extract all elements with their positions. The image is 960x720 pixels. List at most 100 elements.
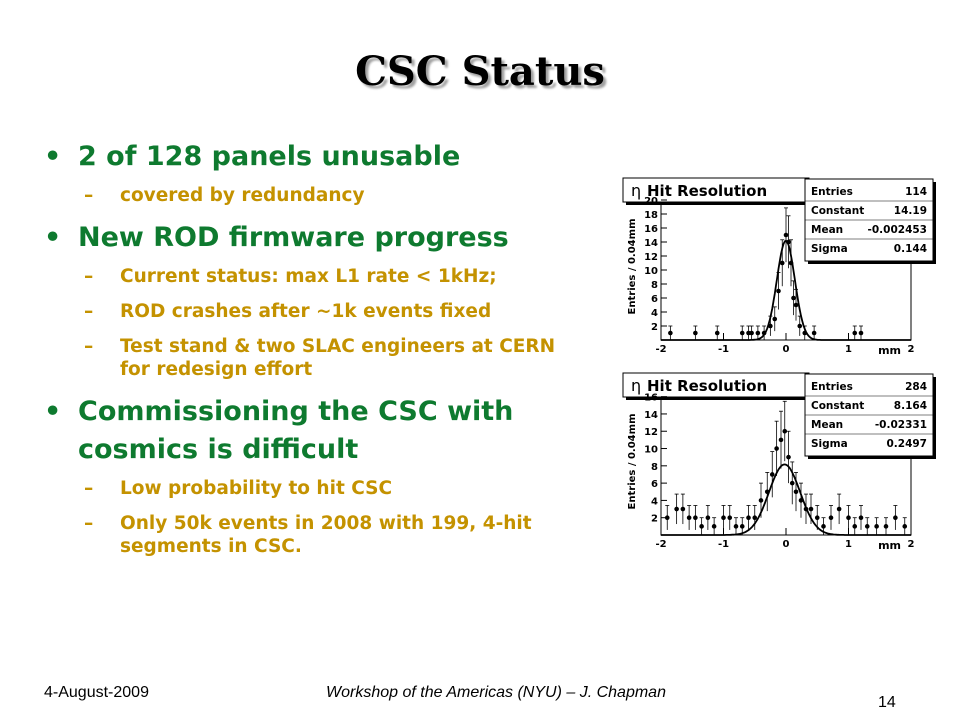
data-point <box>714 330 720 336</box>
sub-bullet-text: Only 50k events in 2008 with 199, 4-hit … <box>120 513 532 557</box>
stats-label: Sigma <box>811 243 848 255</box>
stats-label: Mean <box>811 224 843 236</box>
sub-bullet-item: – Test stand & two SLAC engineers at CER… <box>44 335 580 381</box>
plot-title-shadow <box>626 202 812 205</box>
data-point <box>802 330 808 336</box>
data-point <box>811 330 817 336</box>
data-point <box>693 330 698 336</box>
x-tick-label: -2 <box>655 344 666 355</box>
data-point <box>779 260 785 266</box>
bullet-glyph: • <box>44 396 62 427</box>
x-tick-label: 2 <box>908 539 915 550</box>
data-point <box>852 330 858 336</box>
y-tick-label: 2 <box>651 322 658 333</box>
data-point <box>852 524 858 529</box>
y-tick-label: 10 <box>644 266 658 277</box>
data-point <box>858 330 864 336</box>
bullet-item: • Commissioning the CSC with cosmics is … <box>44 393 598 469</box>
stats-value: 114 <box>905 186 927 198</box>
data-point <box>749 330 754 336</box>
data-point <box>786 454 791 460</box>
y-axis-label: Entries / 0.04mm <box>627 219 638 315</box>
dash-glyph: – <box>84 266 94 287</box>
data-point <box>782 428 788 434</box>
data-point <box>778 437 784 443</box>
data-point <box>727 515 733 521</box>
sub-bullet-text: ROD crashes after ~1k events fixed <box>120 301 492 322</box>
bullet-glyph: • <box>44 222 62 253</box>
x-axis-label: mm <box>878 539 901 550</box>
data-point <box>758 498 764 503</box>
stats-label: Entries <box>811 186 853 198</box>
data-point <box>791 295 796 301</box>
x-tick-label: 2 <box>908 344 915 355</box>
sub-bullet-text: Current status: max L1 rate < 1kHz; <box>120 266 497 287</box>
data-point <box>674 506 679 512</box>
dash-glyph: – <box>84 301 94 322</box>
sub-bullet-item: – Only 50k events in 2008 with 199, 4-hi… <box>44 512 590 558</box>
stats-value: 8.164 <box>894 400 927 412</box>
y-tick-label: 14 <box>644 238 658 249</box>
data-point <box>788 260 794 266</box>
sub-bullet-text: covered by redundancy <box>120 185 365 206</box>
plot-title: Hit Resolution <box>647 377 767 395</box>
data-point <box>752 515 758 521</box>
sub-bullet-text: Low probability to hit CSC <box>120 478 393 499</box>
stats-value: 0.144 <box>894 243 927 255</box>
stats-label: Sigma <box>811 438 848 450</box>
data-point <box>776 288 781 294</box>
stats-value: 284 <box>905 381 927 393</box>
data-point <box>774 446 779 451</box>
data-point <box>793 489 799 495</box>
y-tick-label: 16 <box>644 224 658 235</box>
x-tick-label: 0 <box>783 539 790 550</box>
x-tick-label: 1 <box>845 344 852 355</box>
stats-value: 0.2497 <box>886 438 927 450</box>
stats-value: 14.19 <box>894 205 927 217</box>
plot-title-symbol: η <box>631 181 641 200</box>
data-point <box>668 330 673 336</box>
y-tick-label: 12 <box>644 252 658 263</box>
sub-bullet-item: – Low probability to hit CSC <box>44 477 614 500</box>
plot-title: Hit Resolution <box>647 182 767 200</box>
stats-label: Mean <box>811 419 843 431</box>
plot-title-shadow <box>626 397 812 400</box>
sub-bullet-item: – Current status: max L1 rate < 1kHz; <box>44 265 614 288</box>
bullet-list: • 2 of 128 panels unusable – covered by … <box>44 138 614 570</box>
bullet-item: • 2 of 128 panels unusable <box>44 138 614 176</box>
data-point <box>814 515 820 521</box>
data-point <box>798 498 804 503</box>
data-point <box>739 330 745 336</box>
stats-value: -0.02331 <box>875 419 927 431</box>
data-point <box>739 524 745 529</box>
dash-glyph: – <box>84 478 94 499</box>
slide-title: CSC Status <box>355 48 605 95</box>
data-point <box>699 524 704 529</box>
x-tick-label: -1 <box>718 344 729 355</box>
dash-glyph: – <box>84 336 94 357</box>
data-point <box>761 330 767 336</box>
y-tick-label: 4 <box>651 308 658 319</box>
stats-label: Entries <box>811 381 853 393</box>
data-point <box>755 330 761 336</box>
bullet-text: Commissioning the CSC with cosmics is di… <box>78 396 514 465</box>
data-point <box>864 524 870 529</box>
y-tick-label: 4 <box>651 496 658 507</box>
plot-title-symbol: η <box>631 376 641 395</box>
stats-value: -0.002453 <box>868 224 928 236</box>
footer-event: Workshop of the Americas (NYU) – J. Chap… <box>326 684 666 701</box>
y-tick-label: 18 <box>644 210 658 221</box>
data-point <box>836 506 842 512</box>
data-point <box>803 506 809 512</box>
x-tick-label: -1 <box>718 539 729 550</box>
data-point <box>793 302 799 308</box>
data-point <box>828 515 834 521</box>
bullet-text: 2 of 128 panels unusable <box>78 141 461 172</box>
data-point <box>705 515 711 521</box>
dash-glyph: – <box>84 185 94 206</box>
data-point <box>686 515 692 521</box>
y-tick-label: 12 <box>644 427 658 438</box>
y-tick-label: 6 <box>651 479 658 490</box>
x-axis-label: mm <box>878 344 901 355</box>
